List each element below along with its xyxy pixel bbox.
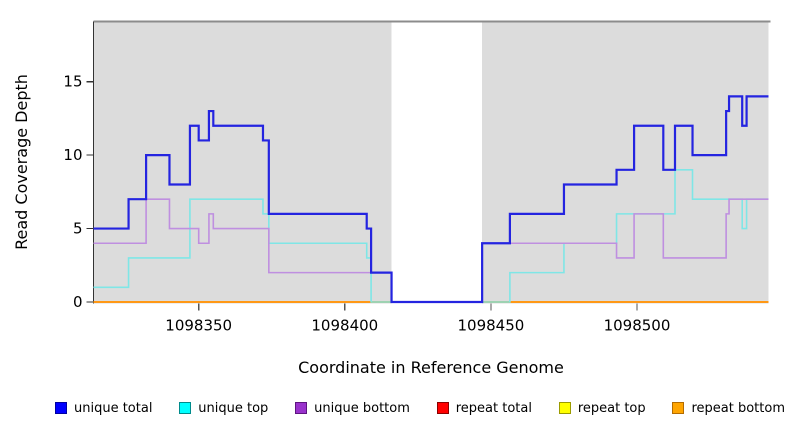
legend-item-unique-total: unique total: [55, 401, 152, 416]
legend-label-unique-bottom: unique bottom: [314, 400, 410, 416]
panel-shaded-region: [482, 21, 769, 304]
legend-swatch-repeat-bottom: [672, 402, 685, 414]
y-tick-label: 5: [73, 220, 83, 238]
x-tick-label: 1098350: [165, 317, 232, 335]
legend-label-unique-total: unique total: [74, 400, 153, 416]
legend-item-repeat-total: repeat total: [436, 400, 532, 416]
legend-swatch-unique-top: [179, 402, 192, 414]
legend-label-repeat-top: repeat top: [577, 400, 646, 416]
x-tick-label: 1098450: [457, 317, 524, 335]
x-tick-label: 1098500: [604, 317, 671, 335]
y-tick-label: 15: [63, 73, 82, 91]
legend-label-repeat-total: repeat total: [455, 400, 532, 416]
legend-item-repeat-top: repeat top: [558, 400, 646, 416]
y-tick-label: 10: [63, 146, 82, 164]
y-tick-label: 0: [73, 293, 83, 311]
series-unique-total: [93, 95, 769, 304]
legend-swatch-repeat-total: [436, 402, 449, 414]
legend-label-repeat-bottom: repeat bottom: [691, 400, 785, 416]
legend-label-unique-top: unique top: [198, 400, 269, 416]
y-axis-title: Read Coverage Depth: [12, 74, 31, 250]
x-tick-label: 1098400: [311, 317, 378, 335]
legend-item-repeat-bottom: repeat bottom: [672, 401, 785, 416]
legend-swatch-unique-bottom: [295, 402, 308, 414]
panel-shaded-region: [93, 21, 392, 304]
series-unique-top: [93, 169, 769, 303]
x-axis-title: Coordinate in Reference Genome: [298, 358, 564, 377]
legend-item-unique-top: unique top: [179, 401, 268, 416]
legend-item-unique-bottom: unique bottom: [295, 401, 410, 416]
legend: unique total unique top unique bottom repea…: [55, 399, 785, 417]
legend-swatch-unique-total: [55, 402, 67, 414]
legend-swatch-repeat-top: [558, 402, 571, 414]
